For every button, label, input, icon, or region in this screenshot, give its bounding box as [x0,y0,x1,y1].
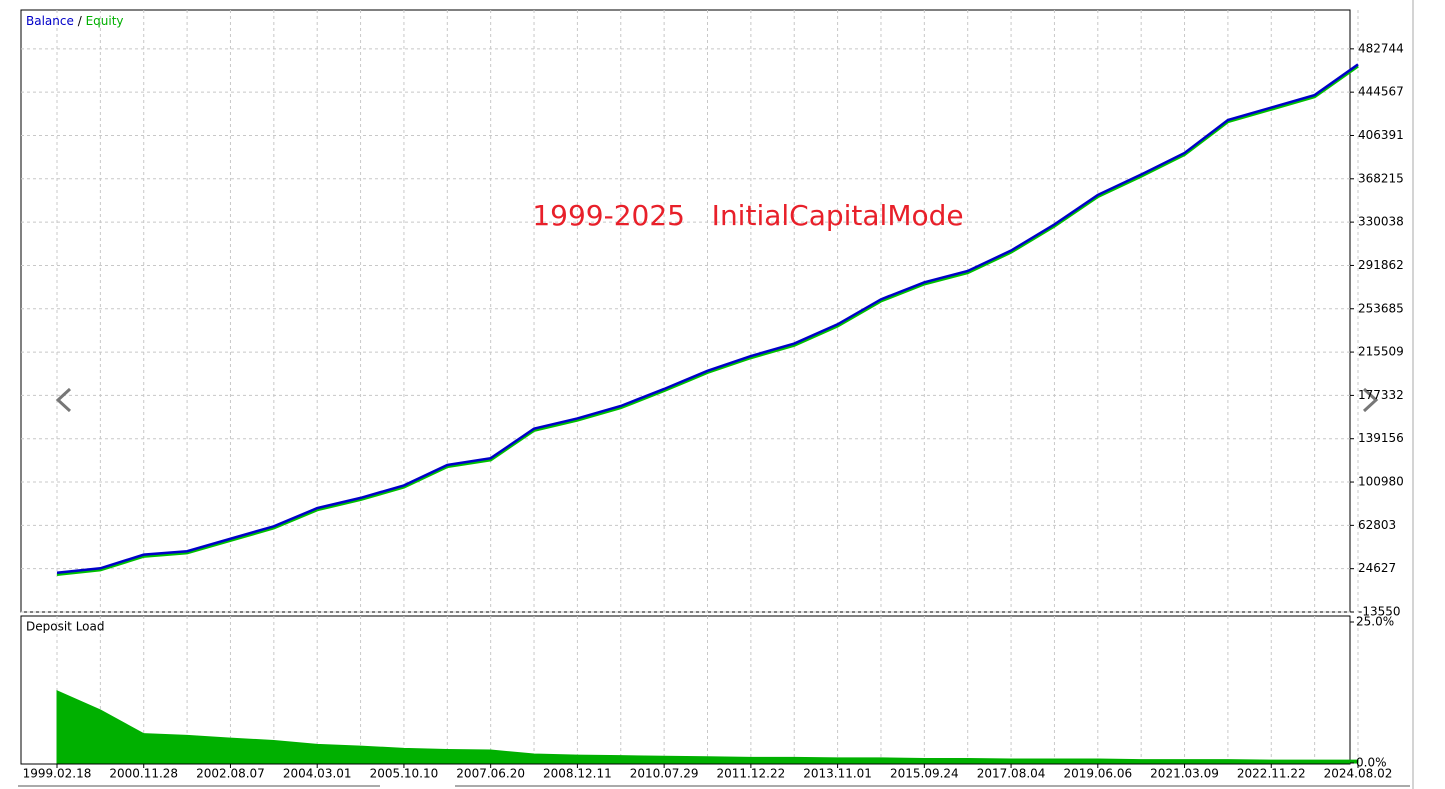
x-tick-label: 1999.02.18 [23,767,92,781]
x-tick-label: 2019.06.06 [1063,767,1132,781]
x-tick-label: 2024.08.02 [1324,767,1393,781]
prev-arrow[interactable] [55,387,72,413]
x-tick-label: 2015.09.24 [890,767,959,781]
next-arrow[interactable] [1362,387,1379,413]
y-tick-label: 215509 [1358,345,1404,359]
y-tick-label: 24627 [1358,561,1396,575]
y-tick-label: 368215 [1358,171,1404,185]
y-tick-label: -13550 [1358,605,1401,619]
main-plot-frame [20,9,1351,613]
series-line [56,63,1359,575]
y-tick-label: 177332 [1358,388,1404,402]
mark-layer [56,63,1359,764]
deposit-title: Deposit Load [26,620,104,634]
x-tick-label: 2004.03.01 [283,767,352,781]
x-tick-label: 2021.03.09 [1150,767,1219,781]
legend: Balance / Equity [26,14,124,28]
grid-layer [21,10,1359,764]
series-line [56,64,1359,576]
x-tick-label: 2013.11.01 [803,767,872,781]
annotation: 1999-2025 InitialCapitalMode [532,199,963,232]
legend-balance: Balance [26,14,74,28]
y-tick-label: 482744 [1358,41,1404,55]
x-tick-label: 2008.12.11 [543,767,612,781]
deposit-area [56,690,1359,764]
x-tick-label: 2022.11.22 [1237,767,1306,781]
x-tick-label: 2000.11.28 [109,767,178,781]
x-tick-label: 2002.08.07 [196,767,265,781]
x-tick-label: 2017.08.04 [977,767,1046,781]
legend-separator: / [78,14,83,28]
legend-equity: Equity [86,14,124,28]
x-tick-label: 2005.10.10 [370,767,439,781]
y-tick-label: 406391 [1358,128,1404,142]
y-tick-label: 0.0% [1356,756,1387,770]
y-tick-label: 62803 [1358,518,1396,532]
y-tick-label: 100980 [1358,475,1404,489]
y-tick-label: 25.0% [1356,615,1394,629]
y-tick-label: 139156 [1358,431,1404,445]
y-tick-label: 330038 [1358,215,1404,229]
y-tick-label: 444567 [1358,85,1404,99]
y-tick-label: 253685 [1358,301,1404,315]
x-tick-label: 2007.06.20 [456,767,525,781]
y-tick-label: 291862 [1358,258,1404,272]
x-tick-label: 2010.07.29 [630,767,699,781]
x-tick-label: 2011.12.22 [717,767,786,781]
